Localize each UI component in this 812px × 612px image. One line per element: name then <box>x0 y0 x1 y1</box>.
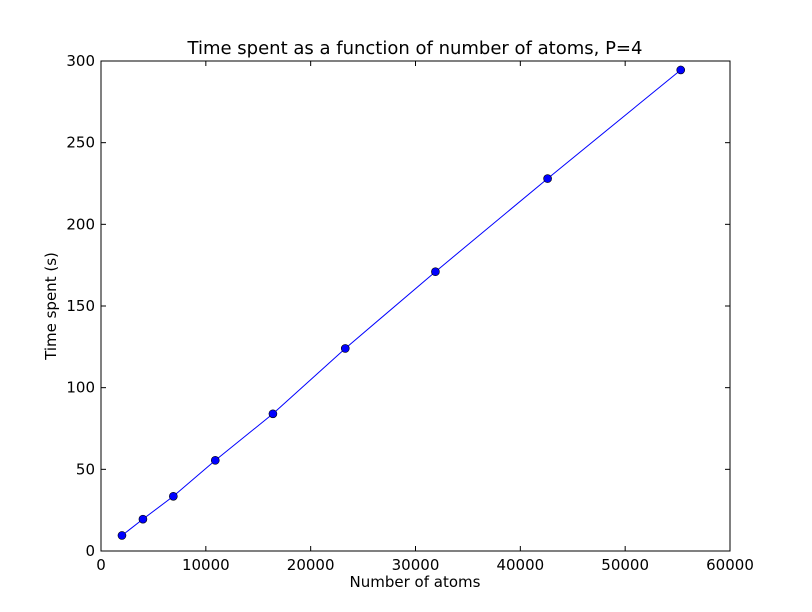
data-point <box>543 174 552 183</box>
data-point <box>340 344 350 353</box>
data-point <box>210 456 220 465</box>
data-point <box>431 267 440 277</box>
x-tick-label: 10000 <box>182 556 230 574</box>
data-point <box>676 65 686 75</box>
y-tick-label: 0 <box>85 542 95 560</box>
y-tick-label: 300 <box>66 52 95 70</box>
y-tick-label: 150 <box>66 297 95 315</box>
x-axis-label: Number of atoms <box>350 573 481 591</box>
series-layer <box>117 65 686 540</box>
x-tick-label: 50000 <box>601 556 649 574</box>
x-tick-label: 30000 <box>392 556 440 574</box>
x-tick-label: 0 <box>96 556 106 574</box>
series-line <box>121 69 682 536</box>
y-axis-label: Time spent (s) <box>42 252 60 361</box>
data-point <box>169 491 178 501</box>
data-point <box>138 514 148 524</box>
plot-frame <box>100 60 731 552</box>
data-point <box>268 409 278 419</box>
y-tick-label: 250 <box>66 134 95 152</box>
data-point <box>117 531 127 540</box>
chart-title: Time spent as a function of number of at… <box>187 38 643 59</box>
x-tick-label: 20000 <box>287 556 335 574</box>
x-tick-label: 60000 <box>706 556 754 574</box>
axis-ticks: 0 10000 20000 30000 40000 50000 60000 0 50 100 150… <box>66 52 754 574</box>
y-tick-label: 100 <box>66 379 95 397</box>
y-tick-label: 50 <box>76 460 95 478</box>
x-tick-label: 40000 <box>496 556 544 574</box>
y-tick-label: 200 <box>66 215 95 233</box>
